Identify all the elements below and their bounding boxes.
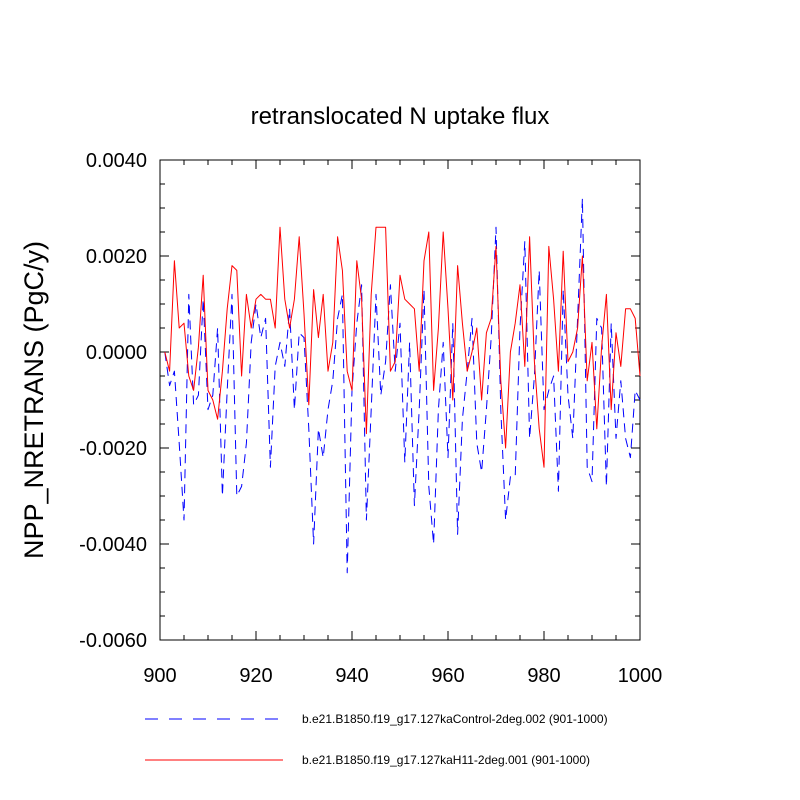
x-tick-label: 940 [335,665,368,687]
y-tick-label: 0.0000 [86,342,147,364]
plot-frame [159,159,641,641]
axis-ticks [159,159,641,641]
y-tick-label: -0.0060 [79,630,147,652]
axis-tick-labels: 900 920 940 960 980 1000 -0.0060 -0.0040 -0.0020… [79,150,662,687]
y-axis-label: NPP_NRETRANS (PgC/y) [19,241,49,559]
chart-title: retranslocated N uptake flux [251,103,550,130]
series-line-1 [164,197,641,574]
legend-label-2: b.e21.B1850.f19_g17.127kaH11-2deg.001 (9… [302,753,590,767]
y-tick-label: 0.0040 [86,150,147,172]
x-tick-label: 980 [527,665,560,687]
legend: b.e21.B1850.f19_g17.127kaControl-2deg.00… [145,712,608,767]
legend-label-1: b.e21.B1850.f19_g17.127kaControl-2deg.00… [302,712,608,726]
x-tick-label: 900 [143,665,176,687]
series-line-2 [164,226,641,468]
x-tick-label: 960 [431,665,464,687]
x-tick-label: 1000 [618,665,663,687]
x-tick-label: 920 [239,665,272,687]
y-tick-label: -0.0020 [79,438,147,460]
y-tick-label: 0.0020 [86,246,147,268]
y-tick-label: -0.0040 [79,534,147,556]
series-group [164,197,641,574]
